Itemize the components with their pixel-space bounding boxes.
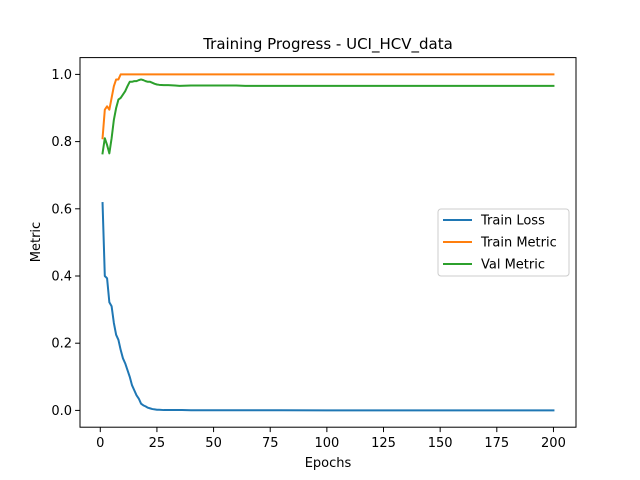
x-tick-label: 200 — [541, 436, 566, 451]
y-axis: 0.0 0.2 0.4 0.6 0.8 1.0 — [51, 68, 80, 419]
y-tick-label: 0.2 — [51, 337, 72, 352]
x-tick-label: 175 — [484, 436, 509, 451]
x-tick-label: 125 — [371, 436, 396, 451]
series-line-val-metric — [101, 78, 555, 155]
y-tick-label: 1.0 — [51, 68, 72, 83]
legend-box — [437, 208, 570, 277]
x-tick-label: 150 — [428, 436, 453, 451]
x-tick-label: 0 — [96, 436, 104, 451]
legend-label: Val Metric — [481, 258, 545, 273]
series-line-train-metric — [101, 73, 555, 140]
plot-area — [101, 73, 555, 412]
legend-label: Train Metric — [480, 236, 557, 251]
chart-title: Training Progress - UCI_HCV_data — [202, 35, 453, 54]
y-tick-label: 0.8 — [51, 135, 72, 150]
x-tick-label: 100 — [314, 436, 339, 451]
series-line-train-loss — [101, 202, 555, 412]
x-tick-label: 25 — [149, 436, 166, 451]
legend: Train Loss Train Metric Val Metric — [437, 208, 570, 277]
x-axis: 0 25 50 75 100 125 150 175 200 — [96, 427, 566, 451]
y-tick-label: 0.0 — [51, 404, 72, 419]
y-axis-title: Metric — [29, 222, 44, 262]
y-tick-label: 0.6 — [51, 202, 72, 217]
plot-frame — [79, 57, 577, 428]
y-tick-label: 0.4 — [51, 270, 72, 285]
legend-label: Train Loss — [480, 214, 545, 229]
x-axis-title: Epochs — [305, 456, 352, 471]
x-tick-label: 75 — [262, 436, 279, 451]
x-tick-label: 50 — [205, 436, 222, 451]
